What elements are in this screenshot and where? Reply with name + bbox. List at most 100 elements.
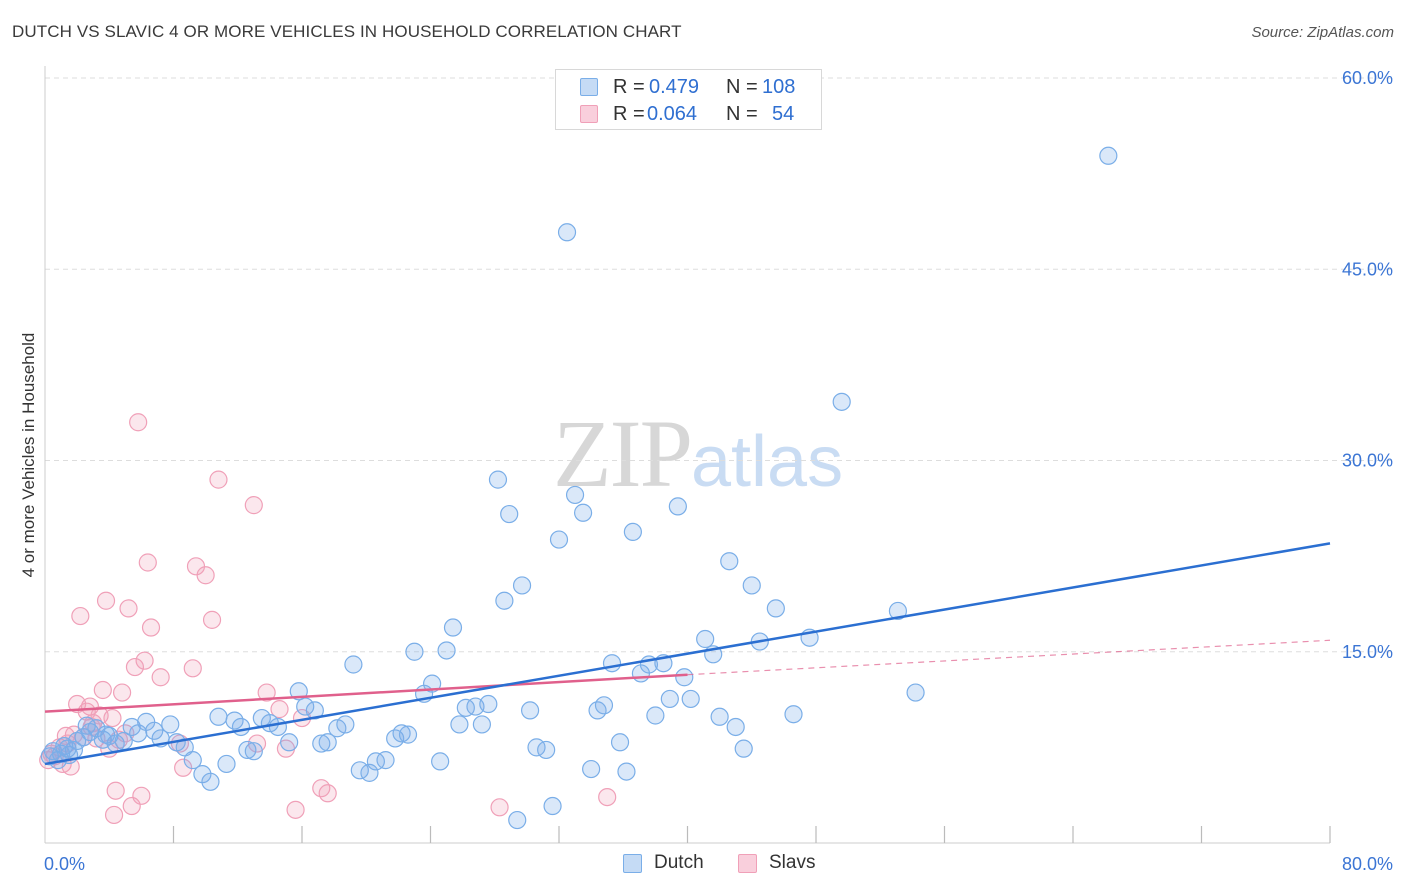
dutch-point [312,734,331,753]
dutch-point [681,689,700,709]
legend-slavs-r-value: 0.064 [647,103,698,125]
dutch-point [161,715,180,734]
dutch-point [405,642,424,661]
slavs-point [125,657,145,677]
dutch-point [1099,146,1118,165]
slavs-point [151,668,170,687]
slavs-trend-extension [687,639,1331,676]
dutch-point [565,485,585,505]
grid-lines [45,77,1393,653]
slavs-point [138,553,157,572]
slavs-point [71,606,90,626]
legend-dutch-r-value: 0.479 [649,76,700,98]
dutch-points [40,146,1118,830]
x-tick-label: 80.0% [1342,854,1393,874]
dutch-point [549,530,569,549]
dutch-point [520,701,540,720]
dutch-point [201,772,220,791]
dutch-point [392,724,411,743]
slavs-point [129,413,148,432]
dutch-point [696,629,715,649]
dutch-point [238,740,257,760]
slavs-trend-line [44,673,688,713]
dutch-point [360,763,379,782]
bottom-slavs-label: Slavs [769,852,816,873]
dutch-point [268,717,288,737]
y-tick-label: 45.0% [1342,259,1393,279]
slavs-swatch [580,105,598,123]
dutch-point [720,552,739,571]
dutch-point [58,739,77,758]
dutch-point [495,591,514,610]
dutch-point [209,707,228,726]
y-tick-label: 15.0% [1342,642,1393,662]
dutch-point [500,504,519,524]
watermark-atlas: atlas [691,422,844,502]
dutch-point [398,725,418,744]
dutch-point [512,576,532,595]
slavs-point [183,659,202,678]
slavs-point [202,610,222,629]
slavs-point [93,680,112,700]
dutch-point [443,618,463,637]
dutch-point [296,697,315,716]
slavs-point [112,683,132,702]
slavs-point [96,591,116,610]
legend-dutch-n-label: N = [726,76,758,98]
dutch-point [183,751,202,770]
correlation-legend: R = 0.479 N = 108 R = 0.064 N = 54 [555,69,822,130]
slavs-points [39,413,617,825]
dutch-point [557,223,577,242]
chart-title: DUTCH VS SLAVIC 4 OR MORE VEHICLES IN HO… [12,22,682,41]
dutch-point [582,759,601,779]
slavs-point [174,758,193,777]
dutch-point [906,683,925,702]
y-tick-label: 60.0% [1342,68,1393,88]
dutch-point [479,694,498,714]
dutch-point [646,706,665,725]
dutch-point [431,752,450,771]
bottom-dutch-swatch [623,854,642,873]
axes [44,66,1331,844]
dutch-point [280,733,299,752]
dutch-point [710,707,729,726]
slavs-point [490,798,509,817]
dutch-point [488,470,508,489]
slavs-point [244,496,263,515]
dutch-point [231,717,251,737]
trend-lines [44,542,1331,766]
dutch-point [537,740,556,760]
slavs-point [196,566,215,585]
slavs-point [209,470,228,489]
dutch-point [660,689,679,709]
dutch-point [784,705,803,724]
dutch-swatch [580,78,598,96]
dutch-point [77,716,96,735]
dutch-point [344,655,363,674]
slavs-point [141,618,161,637]
dutch-point [668,497,687,516]
slavs-point [318,784,337,803]
slavs-point [257,683,276,702]
dutch-trend-line [44,542,1331,766]
dutch-point [602,654,622,673]
dutch-point [450,715,469,734]
dutch-point [675,668,694,687]
bottom-dutch-label: Dutch [654,852,704,873]
dutch-point [594,696,614,715]
dutch-point [376,751,395,770]
slavs-point [119,599,138,618]
slavs-point [104,805,124,825]
slavs-point [132,786,151,805]
bottom-slavs-swatch [738,854,757,873]
slavs-point [103,708,122,728]
legend-dutch-n-value: 108 [762,76,796,98]
dutch-point [96,725,116,744]
dutch-point [366,752,385,771]
dutch-point [617,762,636,781]
y-tick-label: 30.0% [1342,451,1393,471]
dutch-point [610,733,630,752]
dutch-point [734,739,753,758]
watermark-zip: ZIP [553,400,693,507]
